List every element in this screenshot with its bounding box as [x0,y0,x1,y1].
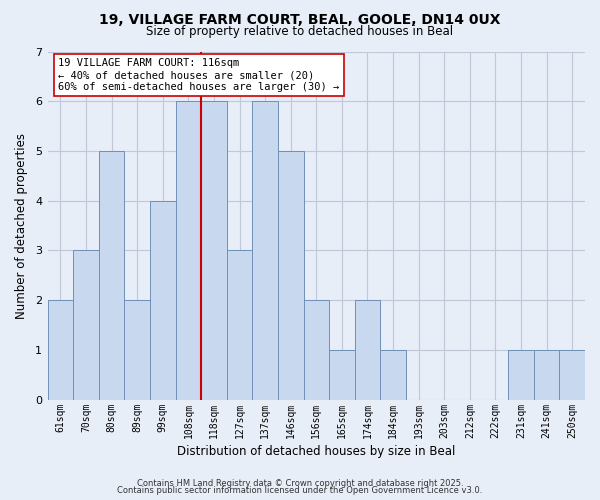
Bar [201,101,227,400]
Bar [304,300,329,400]
Text: 19, VILLAGE FARM COURT, BEAL, GOOLE, DN14 0UX: 19, VILLAGE FARM COURT, BEAL, GOOLE, DN1… [99,12,501,26]
Text: 19 VILLAGE FARM COURT: 116sqm
← 40% of detached houses are smaller (20)
60% of s: 19 VILLAGE FARM COURT: 116sqm ← 40% of d… [58,58,340,92]
Bar [124,300,150,400]
Text: Contains HM Land Registry data © Crown copyright and database right 2025.: Contains HM Land Registry data © Crown c… [137,478,463,488]
Bar [99,151,124,400]
Bar [355,300,380,400]
Bar [150,200,176,400]
Text: Size of property relative to detached houses in Beal: Size of property relative to detached ho… [146,25,454,38]
Bar [329,350,355,400]
Bar [559,350,585,400]
Y-axis label: Number of detached properties: Number of detached properties [15,132,28,318]
Bar [380,350,406,400]
Bar [253,101,278,400]
Bar [534,350,559,400]
Bar [176,101,201,400]
Bar [47,300,73,400]
X-axis label: Distribution of detached houses by size in Beal: Distribution of detached houses by size … [177,444,455,458]
Text: Contains public sector information licensed under the Open Government Licence v3: Contains public sector information licen… [118,486,482,495]
Bar [73,250,99,400]
Bar [508,350,534,400]
Bar [278,151,304,400]
Bar [227,250,253,400]
